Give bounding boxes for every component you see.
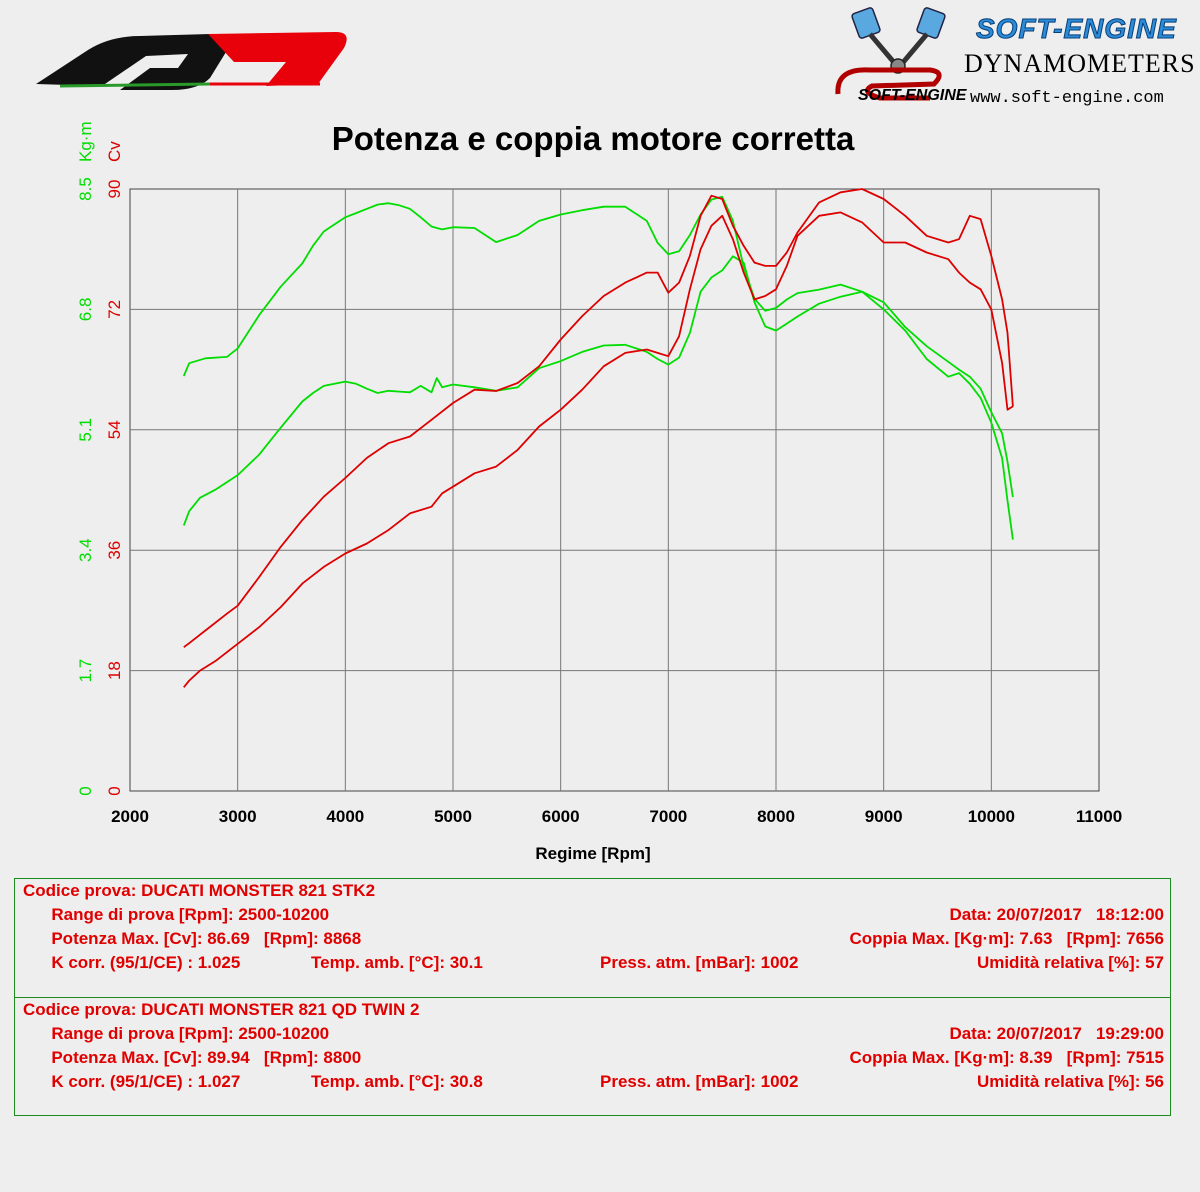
brand-url: www.soft-engine.com <box>970 89 1164 108</box>
test-info-block-2: Codice prova: DUCATI MONSTER 821 QD TWIN… <box>15 998 1170 1116</box>
test-range: Range di prova [Rpm]: 2500-10200 <box>51 1024 330 1043</box>
ambient-temp: Temp. amb. [°C]: 30.8 <box>311 1072 483 1091</box>
x-tick-label: 9000 <box>865 807 903 826</box>
humidity: Umidità relativa [%]: 57 <box>976 953 1164 972</box>
torque-curve-1 <box>182 255 1014 526</box>
ambient-temp: Temp. amb. [°C]: 30.1 <box>311 953 483 972</box>
torque-tick-label: 3.4 <box>76 538 95 562</box>
grid <box>130 189 1099 791</box>
brand-subtitle: DYNAMOMETERS <box>964 49 1196 78</box>
k-corr: K corr. (95/1/CE) : 1.027 <box>51 1072 241 1091</box>
torque-tick-label: 6.8 <box>76 298 95 322</box>
torque-tick-label: 0 <box>76 786 95 795</box>
power-tick-label: 18 <box>105 661 124 680</box>
max-power: Potenza Max. [Cv]: 86.69 [Rpm]: 8868 <box>51 929 362 948</box>
test-info-block-1: Codice prova: DUCATI MONSTER 821 STK2 Ra… <box>15 879 1170 998</box>
atm-pressure: Press. atm. [mBar]: 1002 <box>600 953 799 972</box>
test-date: Data: 20/07/2017 19:29:00 <box>949 1024 1164 1043</box>
power-tick-label: 0 <box>105 786 124 795</box>
logo-small-text: SOFT-ENGINE <box>858 87 968 104</box>
power-unit: Cv <box>105 141 124 162</box>
torque-tick-label: 5.1 <box>76 418 95 442</box>
power-tick-label: 72 <box>105 300 124 319</box>
max-torque: Coppia Max. [Kg·m]: 8.39 [Rpm]: 7515 <box>849 1048 1164 1067</box>
x-tick-label: 2000 <box>111 807 149 826</box>
x-tick-label: 5000 <box>434 807 472 826</box>
plot-frame <box>129 188 1100 792</box>
power-curve-2 <box>183 188 1014 648</box>
x-tick-label: 11000 <box>1076 807 1122 826</box>
x-tick-label: 4000 <box>326 807 364 826</box>
test-date: Data: 20/07/2017 18:12:00 <box>949 905 1164 924</box>
chart-svg: SOFT-ENGINE SOFT-ENGINE DYNAMOMETERS www… <box>36 7 1196 863</box>
torque-unit: Kg·m <box>76 121 95 162</box>
y-tick-labels: 0 18 36 54 72 90 0 1.7 3.4 5.1 6.8 8.5 <box>76 177 124 796</box>
max-power: Potenza Max. [Cv]: 89.94 [Rpm]: 8800 <box>51 1048 362 1067</box>
pistons-icon <box>851 7 946 74</box>
x-tick-label: 10000 <box>968 807 1015 826</box>
x-tick-label: 7000 <box>649 807 687 826</box>
x-axis-label: Regime [Rpm] <box>535 844 650 863</box>
power-tick-label: 36 <box>105 541 124 560</box>
power-tick-label: 54 <box>105 420 124 439</box>
max-torque: Coppia Max. [Kg·m]: 7.63 [Rpm]: 7656 <box>849 929 1164 948</box>
x-tick-label: 6000 <box>542 807 580 826</box>
x-tick-label: 8000 <box>757 807 795 826</box>
soft-engine-logo: SOFT-ENGINE SOFT-ENGINE DYNAMOMETERS www… <box>835 7 1196 108</box>
humidity: Umidità relativa [%]: 56 <box>976 1072 1164 1091</box>
torque-curve-0 <box>182 195 1014 540</box>
test-info-box: Codice prova: DUCATI MONSTER 821 STK2 Ra… <box>14 878 1171 1116</box>
brand-name: SOFT-ENGINE <box>976 13 1177 44</box>
test-code: Codice prova: DUCATI MONSTER 821 STK2 <box>23 881 376 900</box>
power-curve-3 <box>183 211 1014 688</box>
test-code: Codice prova: DUCATI MONSTER 821 QD TWIN… <box>23 1000 420 1019</box>
k-corr: K corr. (95/1/CE) : 1.025 <box>51 953 241 972</box>
atm-pressure: Press. atm. [mBar]: 1002 <box>600 1072 799 1091</box>
torque-tick-label: 1.7 <box>76 659 95 683</box>
torque-tick-label: 8.5 <box>76 177 95 201</box>
test-range: Range di prova [Rpm]: 2500-10200 <box>51 905 330 924</box>
chart-title: Potenza e coppia motore corretta <box>332 120 855 157</box>
x-tick-label: 3000 <box>219 807 257 826</box>
power-tick-label: 90 <box>105 180 124 199</box>
series-group <box>182 188 1014 688</box>
x-tick-labels: 2000 3000 4000 5000 6000 7000 8000 9000 10000 110… <box>111 807 1122 826</box>
qd-logo <box>36 32 347 90</box>
